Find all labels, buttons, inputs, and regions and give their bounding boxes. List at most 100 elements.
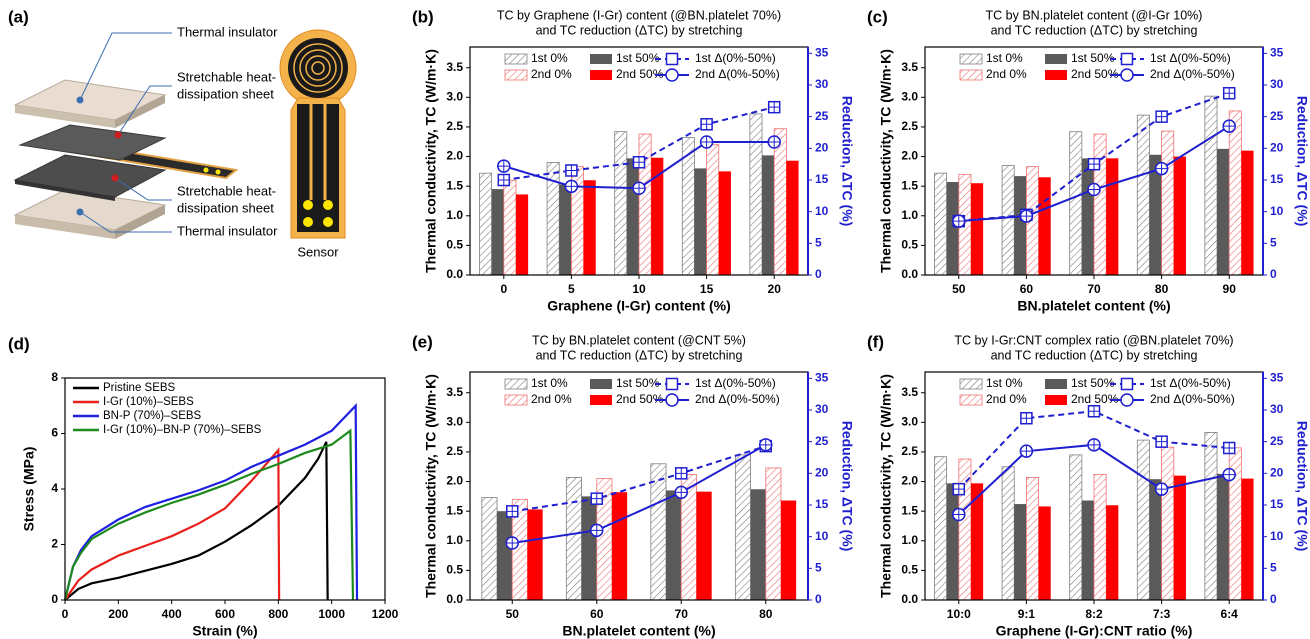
bar	[765, 467, 782, 601]
y2-tick-label: 20	[815, 466, 829, 480]
bar	[527, 509, 543, 600]
marker-cross	[768, 101, 780, 113]
y2-tick-label: 20	[1270, 141, 1284, 155]
y2-tick-label: 15	[1270, 172, 1284, 186]
legend-swatch	[504, 53, 528, 65]
marker-cross	[1020, 210, 1032, 222]
y2-tick-label: 15	[815, 172, 829, 186]
callout-line	[79, 211, 172, 233]
legend-label: 2nd 0%	[531, 67, 572, 81]
legend-label: 2nd Δ(0%-50%)	[1150, 67, 1235, 81]
marker-cross	[565, 180, 577, 192]
sensor-pad	[203, 167, 209, 173]
sensor-pad	[215, 169, 221, 175]
chart-title: TC by BN.platelet content (@I-Gr 10%)	[986, 8, 1203, 22]
marker	[665, 68, 679, 82]
legend-label: 1st 50%	[1071, 376, 1115, 390]
bar	[1081, 158, 1094, 275]
marker-cross	[1156, 436, 1168, 448]
x-axis-title: Graphene (I-Gr):CNT ratio (%)	[996, 623, 1193, 639]
y-tick-label: 3.0	[901, 415, 918, 429]
y-tick-label: 0.5	[901, 238, 918, 252]
y-tick-label: 1.5	[901, 503, 918, 517]
sensor-pad	[303, 200, 313, 210]
callout-dot	[76, 208, 84, 216]
bar	[734, 454, 751, 601]
marker-cross	[1156, 111, 1168, 123]
line	[64, 447, 281, 601]
bar	[666, 490, 682, 600]
legend-label: 1st Δ(0%-50%)	[695, 376, 776, 390]
marker-cross	[953, 509, 965, 520]
legend-swatch	[1045, 379, 1067, 389]
y2-tick-label: 25	[815, 434, 829, 448]
bar	[750, 489, 766, 600]
bar	[638, 133, 652, 276]
y2-tick-label: 35	[815, 371, 829, 385]
plot-frame	[64, 377, 386, 601]
bar	[515, 194, 529, 275]
x-tick-label: 90	[1223, 282, 1237, 296]
bar	[706, 144, 720, 276]
panel-label: (c)	[867, 7, 888, 26]
callout-label: dissipation sheet	[177, 86, 274, 101]
layer-side	[15, 215, 115, 239]
legend-swatch	[590, 54, 612, 64]
x-tick-label: 5	[568, 282, 575, 296]
legend-swatch	[504, 394, 528, 406]
legend-label: 1st 0%	[986, 51, 1023, 65]
bar	[1093, 474, 1107, 601]
line	[63, 428, 355, 601]
bar	[773, 128, 787, 276]
bar	[1217, 148, 1230, 275]
bar	[650, 463, 667, 601]
y2-tick-label: 30	[815, 402, 829, 416]
marker	[1120, 377, 1134, 391]
marker-cross	[1223, 120, 1235, 132]
layer-side	[15, 105, 115, 128]
x-tick-label: 9:1	[1018, 607, 1036, 621]
legend-label: 1st 0%	[986, 376, 1023, 390]
line	[512, 445, 767, 513]
x-tick-label: 7:3	[1153, 607, 1171, 621]
x-tick-label: 8:2	[1085, 607, 1103, 621]
y2-tick-label: 35	[815, 46, 829, 60]
callout-dot	[114, 131, 122, 139]
callout-label: Stretchable heat-	[177, 69, 276, 84]
x-tick-label: 800	[268, 607, 288, 621]
marker-cross	[701, 118, 713, 130]
callout-label: Stretchable heat-	[177, 183, 276, 198]
chart-subtitle: and TC reduction (ΔTC) by stretching	[536, 23, 743, 37]
bar	[1228, 110, 1242, 276]
bar	[1014, 504, 1027, 600]
y-tick-label: 6	[51, 426, 58, 440]
y-tick-label: 3.5	[446, 60, 463, 74]
y-tick-label: 0.0	[446, 267, 463, 281]
legend-label: 1st 50%	[1071, 51, 1115, 65]
panel-label: (e)	[412, 332, 433, 351]
chart-subtitle: and TC reduction (ΔTC) by stretching	[991, 348, 1198, 362]
x-tick-label: 200	[108, 607, 128, 621]
callout-label: Thermal insulator	[177, 24, 278, 39]
callout-dot	[76, 96, 84, 104]
y2-tick-label: 20	[1270, 466, 1284, 480]
bar	[1038, 177, 1051, 275]
legend-swatch	[1045, 54, 1067, 64]
chart-subtitle: and TC reduction (ΔTC) by stretching	[536, 348, 743, 362]
marker-cross	[953, 215, 965, 227]
bar	[1161, 446, 1175, 601]
callout-dot	[111, 174, 119, 182]
marker-cross	[1223, 442, 1235, 454]
bar	[946, 182, 959, 275]
marker-cross	[565, 165, 577, 176]
y-tick-label: 0.5	[446, 563, 463, 577]
line	[63, 403, 359, 601]
y-tick-label: 0.0	[446, 592, 463, 606]
bar	[762, 155, 775, 275]
y2-tick-label: 35	[1270, 371, 1284, 385]
bar	[1038, 506, 1051, 600]
callout-line	[79, 32, 172, 101]
layer	[18, 124, 167, 161]
y-tick-label: 1.5	[446, 503, 463, 517]
